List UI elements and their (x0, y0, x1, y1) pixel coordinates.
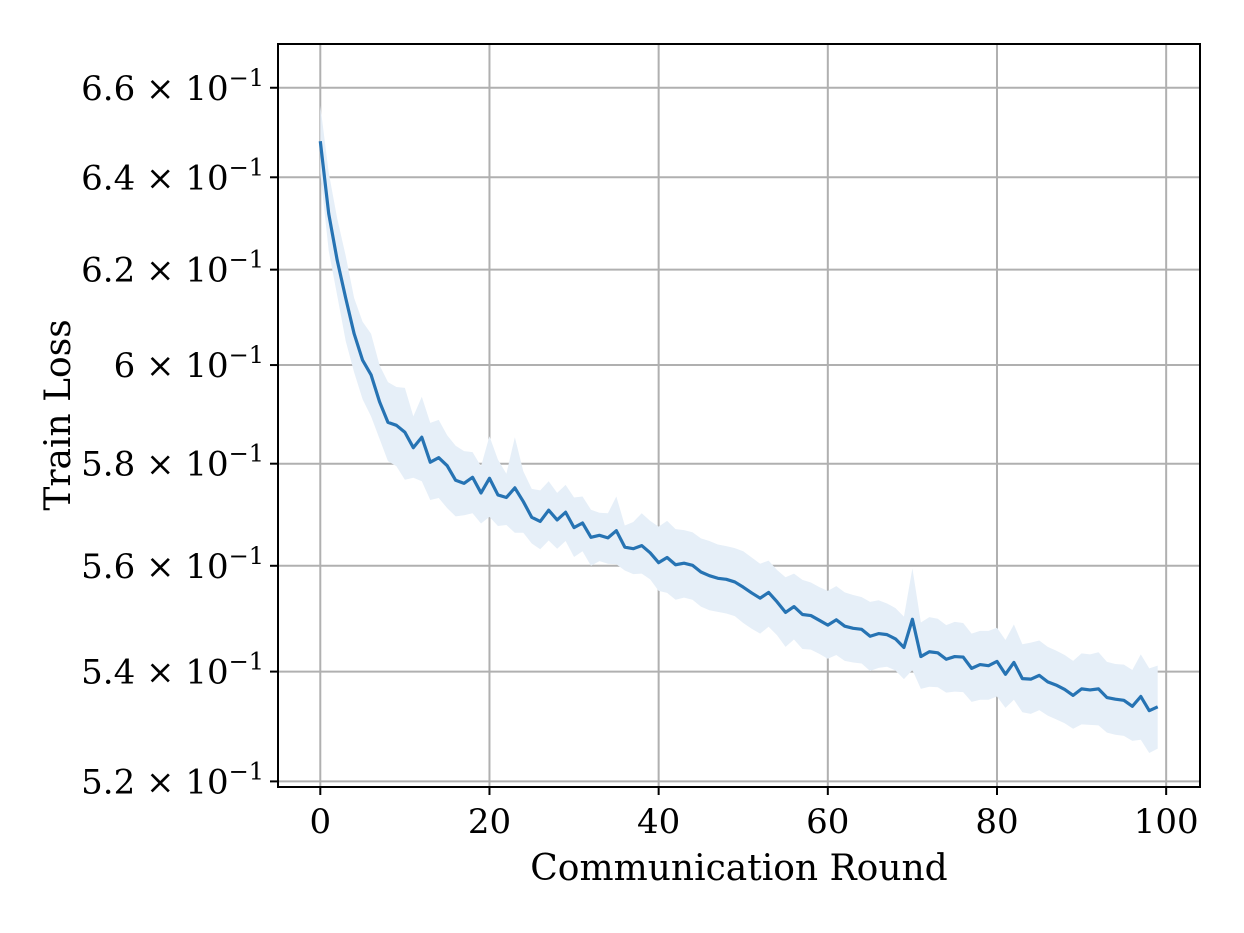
y-tick-label: 5.4 × 10−1 (81, 648, 264, 693)
x-tick-label: 80 (975, 802, 1018, 842)
grid (278, 44, 1200, 787)
plot-frame (277, 43, 1201, 788)
y-axis-title: Train Loss (38, 319, 79, 510)
y-tick-label: 6.2 × 10−1 (81, 246, 264, 291)
y-tick-label: 5.2 × 10−1 (81, 757, 264, 802)
y-tick-label: 6.4 × 10−1 (81, 153, 264, 198)
x-tick-label: 60 (806, 802, 849, 842)
y-tick-labels: 5.2 × 10−1 5.4 × 10−1 5.6 × 10−1 5.8 × 10−1… (81, 64, 264, 803)
x-tick-label: 20 (468, 802, 511, 842)
confidence-band (320, 105, 1158, 753)
x-tick-label: 40 (637, 802, 680, 842)
axis-ticks (270, 86, 1168, 795)
y-tick-label: 6.6 × 10−1 (81, 64, 264, 109)
y-tick-label: 5.8 × 10−1 (81, 440, 264, 485)
x-axis-title: Communication Round (530, 848, 947, 889)
y-tick-label: 5.6 × 10−1 (81, 542, 264, 587)
series-line (318, 140, 1159, 713)
x-tick-labels: 0 20 40 60 80 100 (309, 802, 1198, 842)
y-tick-label: 6 × 10−1 (114, 341, 264, 386)
x-tick-label: 0 (309, 802, 331, 842)
x-tick-label: 100 (1134, 802, 1199, 842)
